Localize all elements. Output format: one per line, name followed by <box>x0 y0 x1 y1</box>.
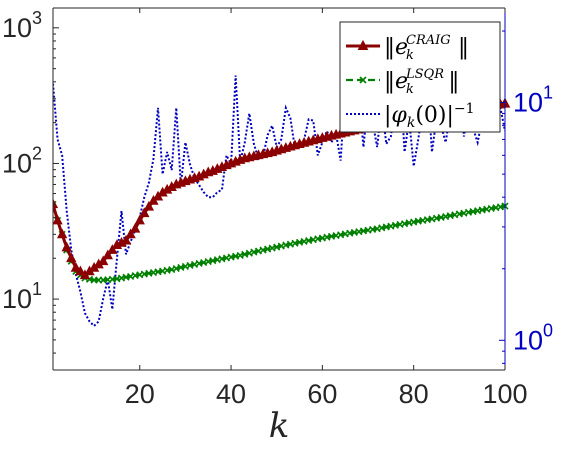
data-point <box>102 249 113 260</box>
data-point <box>107 244 118 254</box>
data-point <box>143 200 155 211</box>
data-point <box>53 198 59 209</box>
data-point <box>56 228 68 239</box>
data-point <box>125 228 136 239</box>
legend-item-phi: |φk(0)|−1 <box>346 101 475 131</box>
legend-label: |φk(0)|−1 <box>384 101 475 131</box>
legend-sup: CRAIG <box>406 33 451 48</box>
x-tick-label: 20 <box>125 379 155 409</box>
data-point <box>120 234 132 245</box>
y-right-tick-label: 100 <box>513 320 553 355</box>
y-right-tick-label: 101 <box>513 83 553 118</box>
data-point <box>139 207 150 218</box>
legend-label: ‖e <box>384 35 408 60</box>
x-tick-label: 40 <box>216 379 246 409</box>
data-point <box>53 214 63 225</box>
y-left-tick-label: 101 <box>2 279 42 314</box>
legend-close: ‖ <box>448 69 459 94</box>
x-axis-label: k <box>269 406 290 446</box>
legend-marker <box>357 39 369 50</box>
x-tick-label: 60 <box>307 379 337 409</box>
ticks-layer: 20 40 60 80 100 101 102 103 100 101 <box>2 8 553 409</box>
x-tick-label: 100 <box>482 379 527 409</box>
x-tick-label: 80 <box>399 379 429 409</box>
legend-sup: LSQR <box>405 67 444 82</box>
series-line-lsqr <box>53 203 505 282</box>
data-point <box>66 252 77 263</box>
legend-marker <box>359 76 367 84</box>
data-point <box>70 261 81 272</box>
y-left-tick-label: 103 <box>2 8 42 43</box>
data-point <box>75 265 86 276</box>
legend-sub: k <box>406 82 414 97</box>
data-point <box>98 255 109 266</box>
data-point <box>134 214 145 225</box>
data-point <box>61 241 72 252</box>
legend-label: ‖e <box>384 69 408 94</box>
data-point <box>130 222 141 233</box>
legend-close: ‖ <box>458 35 469 60</box>
y-left-tick-label: 102 <box>2 143 42 178</box>
legend-sub: k <box>406 48 414 63</box>
